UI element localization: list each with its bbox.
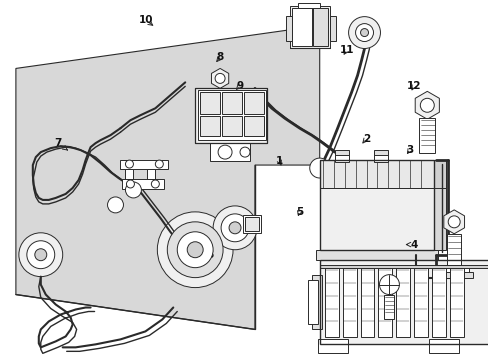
Text: 12: 12 xyxy=(406,81,420,91)
Polygon shape xyxy=(414,91,439,119)
Bar xyxy=(243,215,261,233)
Text: 2: 2 xyxy=(362,134,369,144)
Text: 10: 10 xyxy=(139,15,153,26)
Circle shape xyxy=(309,158,329,178)
Bar xyxy=(319,160,433,250)
Circle shape xyxy=(107,197,123,213)
Bar xyxy=(285,15,291,41)
Polygon shape xyxy=(16,26,319,329)
Circle shape xyxy=(157,212,233,288)
Circle shape xyxy=(155,160,163,168)
Text: 3: 3 xyxy=(406,144,413,154)
Bar xyxy=(200,92,220,114)
Bar xyxy=(374,150,387,155)
Bar xyxy=(195,88,266,143)
Circle shape xyxy=(360,28,368,37)
Bar xyxy=(378,268,392,337)
Bar xyxy=(297,3,319,8)
Bar xyxy=(198,90,265,140)
Text: 9: 9 xyxy=(236,81,243,91)
Bar xyxy=(329,15,335,41)
Bar xyxy=(307,280,317,324)
Circle shape xyxy=(221,214,248,242)
Circle shape xyxy=(348,17,380,49)
Text: 4: 4 xyxy=(406,239,417,249)
Text: 5: 5 xyxy=(295,207,303,217)
Circle shape xyxy=(218,145,232,159)
Bar xyxy=(311,275,321,329)
Circle shape xyxy=(126,180,134,188)
Bar xyxy=(374,152,387,162)
Bar xyxy=(319,260,488,345)
Bar xyxy=(396,268,409,337)
Circle shape xyxy=(240,147,249,157)
Bar xyxy=(324,268,338,337)
Bar xyxy=(334,152,348,162)
Bar xyxy=(315,250,437,260)
Bar xyxy=(222,116,242,136)
Bar xyxy=(222,92,242,114)
Bar xyxy=(122,179,164,189)
Bar xyxy=(210,143,249,161)
Bar xyxy=(244,92,264,114)
Circle shape xyxy=(125,160,133,168)
Bar xyxy=(317,339,347,353)
Circle shape xyxy=(125,182,141,198)
Bar xyxy=(447,234,460,266)
Polygon shape xyxy=(211,68,228,88)
Bar xyxy=(428,339,458,353)
Bar xyxy=(433,165,446,250)
Circle shape xyxy=(420,98,433,112)
Circle shape xyxy=(355,24,373,41)
Circle shape xyxy=(35,249,47,261)
Bar xyxy=(147,169,155,179)
Bar xyxy=(319,265,488,268)
Circle shape xyxy=(151,180,159,188)
Circle shape xyxy=(19,233,62,276)
Text: 1: 1 xyxy=(275,156,283,166)
Bar xyxy=(244,116,264,136)
Circle shape xyxy=(215,73,224,84)
Bar xyxy=(413,268,427,337)
Circle shape xyxy=(167,222,223,278)
Polygon shape xyxy=(443,210,464,234)
Bar xyxy=(436,272,472,278)
Text: 11: 11 xyxy=(339,45,353,55)
Circle shape xyxy=(27,241,55,269)
Circle shape xyxy=(177,232,213,268)
Text: 6: 6 xyxy=(201,249,214,260)
Bar xyxy=(291,8,311,45)
Circle shape xyxy=(213,206,256,250)
Bar xyxy=(319,160,433,250)
Bar xyxy=(360,268,374,337)
Bar xyxy=(449,268,463,337)
Text: 8: 8 xyxy=(216,52,224,62)
Circle shape xyxy=(379,275,399,294)
Bar xyxy=(431,268,446,337)
Bar xyxy=(289,6,329,48)
Bar xyxy=(384,294,394,319)
Bar xyxy=(419,118,434,153)
Text: 7: 7 xyxy=(55,139,67,150)
Bar xyxy=(334,150,348,155)
Bar xyxy=(433,160,446,188)
Bar xyxy=(319,260,488,345)
Bar xyxy=(125,169,133,179)
Bar xyxy=(200,116,220,136)
Bar xyxy=(244,217,259,231)
Bar xyxy=(342,268,356,337)
Bar xyxy=(440,265,468,273)
Bar xyxy=(120,160,168,169)
Bar xyxy=(195,88,266,143)
Bar xyxy=(319,160,433,188)
Circle shape xyxy=(187,242,203,258)
Circle shape xyxy=(228,222,241,234)
Bar xyxy=(312,8,327,45)
Circle shape xyxy=(447,216,459,228)
